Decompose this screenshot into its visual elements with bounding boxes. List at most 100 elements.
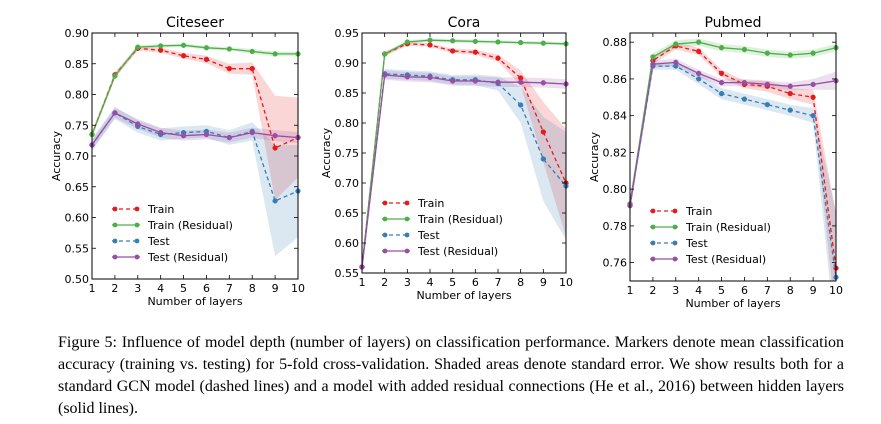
legend-marker bbox=[650, 240, 656, 246]
data-point-test-residual bbox=[203, 131, 210, 138]
data-point-train-residual bbox=[135, 44, 141, 50]
y-tick-label: 0.60 bbox=[65, 212, 90, 225]
data-point-train-residual bbox=[450, 38, 456, 44]
legend-label-test-residual: Test (Residual) bbox=[147, 251, 228, 264]
data-point-train bbox=[450, 48, 456, 54]
legend-marker bbox=[404, 216, 410, 222]
data-point-train bbox=[427, 42, 433, 48]
legend-marker bbox=[134, 238, 140, 244]
data-point-train bbox=[495, 55, 501, 61]
x-axis-label: Number of layers bbox=[416, 289, 511, 302]
figure-charts: 1 2 3 4 5 6 7 8 9 10 0.50 0.55 0.60 0.65 0.70 0.75 0.80 0… bbox=[50, 15, 843, 310]
legend-marker bbox=[650, 208, 656, 214]
data-point-test-residual bbox=[404, 74, 410, 80]
x-tick-label: 10 bbox=[829, 284, 843, 297]
data-point-test-residual bbox=[764, 81, 770, 88]
data-point-test bbox=[810, 113, 816, 119]
data-point-test-residual bbox=[696, 70, 702, 77]
data-point-train-residual bbox=[404, 39, 410, 45]
chart-title: Cora bbox=[448, 15, 481, 31]
data-point-test-residual bbox=[472, 78, 478, 84]
y-tick-label: 0.80 bbox=[603, 183, 628, 196]
data-point-train-residual bbox=[249, 48, 255, 55]
y-axis-label: Accuracy bbox=[320, 127, 333, 178]
legend-label-train-residual: Train (Residual) bbox=[685, 221, 771, 234]
legend-marker bbox=[382, 248, 388, 254]
y-tick-label: 0.65 bbox=[335, 207, 360, 220]
data-point-test bbox=[540, 156, 546, 162]
x-tick-label: 6 bbox=[741, 284, 748, 297]
data-point-train-residual bbox=[203, 45, 210, 51]
data-point-test bbox=[272, 198, 278, 204]
x-tick-label: 3 bbox=[404, 276, 411, 289]
y-tick-label: 0.88 bbox=[603, 36, 628, 49]
data-point-test-residual bbox=[650, 61, 656, 67]
data-point-test bbox=[787, 107, 793, 113]
data-point-train-residual bbox=[518, 39, 524, 46]
chart-title: Pubmed bbox=[704, 15, 761, 31]
legend-marker bbox=[650, 256, 656, 262]
x-tick-label: 5 bbox=[449, 276, 456, 289]
y-axis-label: Accuracy bbox=[588, 131, 601, 182]
data-point-train-residual bbox=[650, 54, 656, 60]
data-point-train-residual bbox=[764, 50, 770, 56]
y-tick-label: 0.65 bbox=[65, 181, 90, 194]
y-tick-label: 0.70 bbox=[335, 177, 360, 190]
legend-label-train: Train bbox=[685, 205, 712, 218]
error-band-test-residual bbox=[630, 58, 836, 212]
legend-marker bbox=[112, 206, 118, 212]
x-tick-label: 9 bbox=[272, 282, 279, 295]
legend-marker bbox=[382, 200, 388, 206]
data-point-train-residual bbox=[741, 46, 748, 53]
data-point-test bbox=[718, 90, 725, 97]
data-point-train-residual bbox=[673, 41, 679, 47]
error-band-train bbox=[92, 45, 298, 201]
chart-panel-pubmed: 1 2 3 4 5 6 7 8 9 10 0.76 0.78 0.80 0.82 0.84 0.86 0.88 P… bbox=[588, 15, 843, 310]
data-point-train-residual bbox=[718, 45, 725, 51]
legend-marker bbox=[672, 240, 678, 246]
data-point-train-residual bbox=[382, 51, 388, 57]
y-tick-label: 0.75 bbox=[335, 147, 360, 160]
data-point-train-residual bbox=[495, 39, 501, 45]
y-tick-label: 0.55 bbox=[335, 267, 360, 280]
legend-marker bbox=[404, 232, 410, 238]
data-point-train bbox=[249, 66, 255, 72]
x-tick-label: 6 bbox=[472, 276, 479, 289]
data-point-test bbox=[518, 102, 524, 108]
caption-label: Figure 5: bbox=[58, 334, 117, 351]
series-line-test-residual bbox=[92, 112, 298, 146]
x-tick-label: 4 bbox=[695, 284, 702, 297]
x-tick-label: 8 bbox=[787, 284, 794, 297]
series-line-train bbox=[630, 45, 836, 269]
legend: Train Train (Residual) Test Test (Residual) bbox=[650, 205, 771, 266]
legend-label-test: Test bbox=[417, 229, 440, 242]
legend-label-train-residual: Train (Residual) bbox=[147, 219, 233, 232]
x-tick-label: 3 bbox=[134, 282, 141, 295]
x-tick-label: 2 bbox=[649, 284, 656, 297]
figure-caption: Figure 5: Influence of model depth (numb… bbox=[58, 332, 844, 420]
legend-label-test: Test bbox=[147, 235, 170, 248]
x-tick-label: 2 bbox=[381, 276, 388, 289]
data-point-train bbox=[540, 129, 546, 135]
data-point-train-residual bbox=[472, 38, 478, 45]
chart-panel-cora: 1 2 3 4 5 6 7 8 9 10 0.55 0.60 0.65 0.70 0.75 0.80 0.85 0… bbox=[320, 15, 573, 302]
y-tick-label: 0.50 bbox=[65, 273, 90, 286]
y-tick-label: 0.80 bbox=[335, 117, 360, 130]
x-tick-label: 1 bbox=[627, 284, 634, 297]
series-line-test-residual bbox=[362, 74, 566, 268]
legend-marker bbox=[382, 232, 388, 238]
legend: Train Train (Residual) Test Test (Residual) bbox=[382, 197, 503, 258]
series-line-train-residual bbox=[630, 41, 836, 204]
legend-marker bbox=[672, 208, 678, 214]
data-point-train bbox=[718, 70, 725, 77]
data-point-test-residual bbox=[180, 133, 187, 139]
x-tick-label: 5 bbox=[718, 284, 725, 297]
legend-marker bbox=[650, 224, 656, 230]
y-tick-label: 0.85 bbox=[65, 58, 90, 71]
y-tick-label: 0.86 bbox=[603, 73, 628, 86]
data-point-test bbox=[741, 96, 748, 102]
series-line-train bbox=[92, 47, 298, 149]
data-point-train bbox=[787, 90, 793, 97]
x-tick-label: 7 bbox=[764, 284, 771, 297]
data-point-train-residual bbox=[427, 37, 433, 43]
